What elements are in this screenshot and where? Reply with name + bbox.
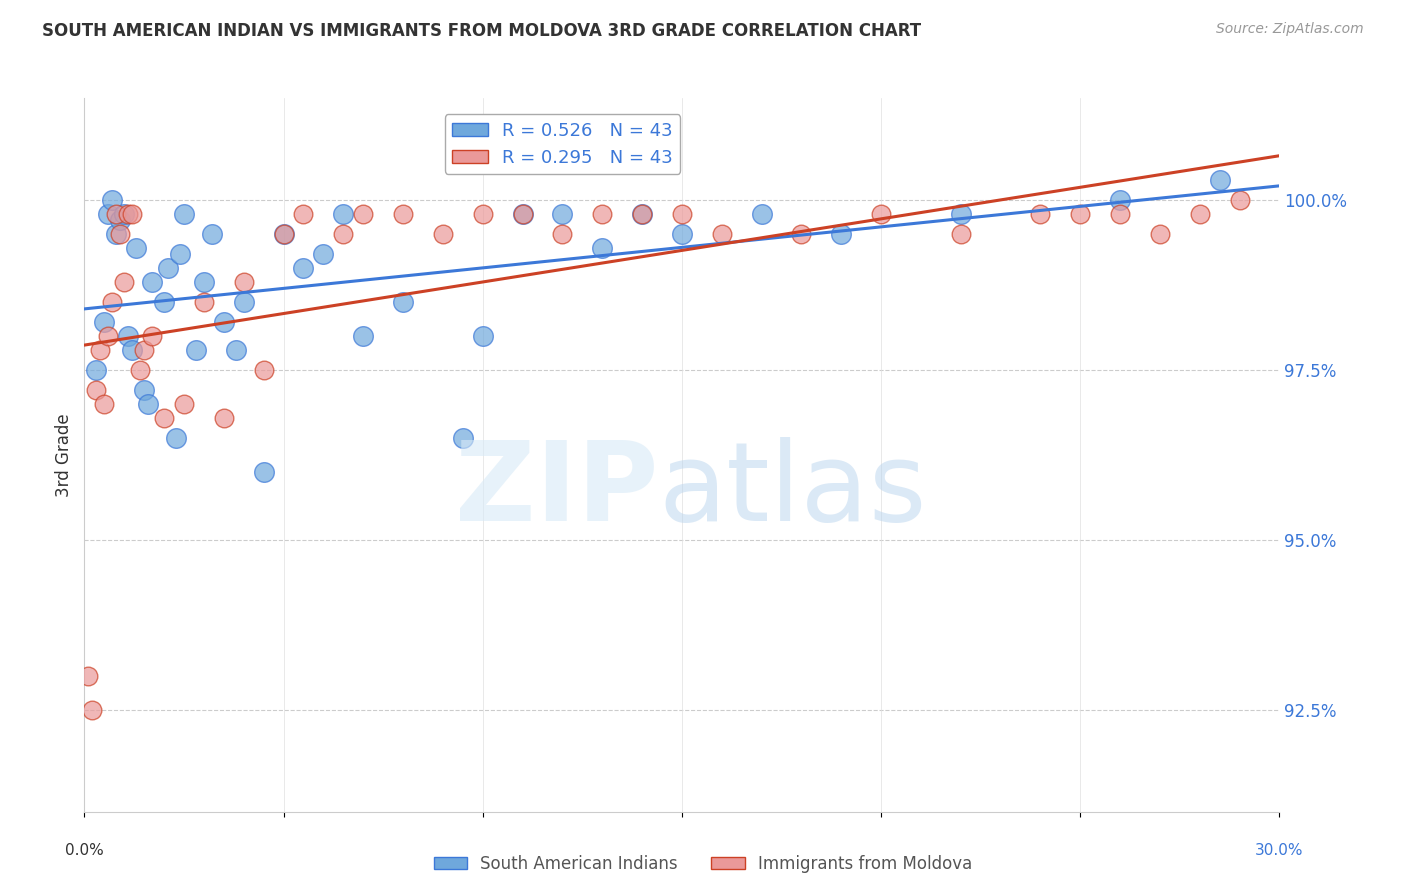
Point: [1149, 227, 1171, 241]
Point: [141, 329, 163, 343]
Point: [97, 329, 120, 343]
Point: [949, 207, 972, 221]
Point: [591, 241, 613, 255]
Point: [93, 315, 115, 329]
Point: [86, 384, 108, 398]
Point: [136, 397, 159, 411]
Point: [451, 431, 474, 445]
Point: [212, 410, 235, 425]
Text: 0.0%: 0.0%: [65, 843, 104, 858]
Point: [232, 275, 254, 289]
Point: [512, 207, 534, 221]
Point: [790, 227, 813, 241]
Point: [432, 227, 454, 241]
Point: [512, 207, 534, 221]
Point: [184, 343, 207, 357]
Point: [392, 207, 415, 221]
Text: 30.0%: 30.0%: [1256, 843, 1303, 858]
Point: [125, 241, 148, 255]
Point: [631, 207, 654, 221]
Point: [352, 329, 374, 343]
Point: [105, 207, 128, 221]
Point: [165, 431, 187, 445]
Point: [110, 213, 132, 227]
Point: [173, 397, 195, 411]
Point: [117, 207, 139, 221]
Point: [110, 227, 132, 241]
Point: [253, 465, 276, 479]
Point: [1069, 207, 1091, 221]
Point: [1229, 193, 1251, 207]
Point: [352, 207, 374, 221]
Point: [1188, 207, 1211, 221]
Point: [153, 410, 176, 425]
Point: [830, 227, 852, 241]
Point: [129, 363, 152, 377]
Point: [1208, 172, 1232, 186]
Point: [105, 227, 128, 241]
Point: [93, 397, 115, 411]
Point: [292, 260, 315, 275]
Point: [1029, 207, 1052, 221]
Point: [173, 207, 195, 221]
Point: [253, 363, 276, 377]
Point: [212, 315, 235, 329]
Legend: R = 0.526   N = 43, R = 0.295   N = 43: R = 0.526 N = 43, R = 0.295 N = 43: [444, 114, 681, 174]
Point: [751, 207, 773, 221]
Point: [392, 295, 415, 310]
Point: [132, 384, 156, 398]
Point: [193, 275, 215, 289]
Point: [77, 669, 100, 683]
Point: [631, 207, 654, 221]
Text: atlas: atlas: [658, 437, 927, 544]
Point: [710, 227, 733, 241]
Point: [551, 207, 574, 221]
Point: [121, 343, 143, 357]
Point: [1109, 193, 1132, 207]
Point: [232, 295, 254, 310]
Point: [273, 227, 295, 241]
Point: [671, 207, 693, 221]
Text: ZIP: ZIP: [454, 437, 658, 544]
Point: [82, 703, 104, 717]
Point: [312, 247, 335, 261]
Point: [551, 227, 574, 241]
Point: [101, 295, 124, 310]
Y-axis label: 3rd Grade: 3rd Grade: [55, 413, 73, 497]
Text: Source: ZipAtlas.com: Source: ZipAtlas.com: [1216, 22, 1364, 37]
Point: [157, 260, 180, 275]
Point: [591, 207, 613, 221]
Point: [117, 329, 139, 343]
Point: [97, 207, 120, 221]
Text: SOUTH AMERICAN INDIAN VS IMMIGRANTS FROM MOLDOVA 3RD GRADE CORRELATION CHART: SOUTH AMERICAN INDIAN VS IMMIGRANTS FROM…: [42, 22, 921, 40]
Point: [273, 227, 295, 241]
Point: [121, 207, 143, 221]
Point: [153, 295, 176, 310]
Point: [201, 227, 224, 241]
Point: [89, 343, 111, 357]
Point: [225, 343, 247, 357]
Point: [112, 207, 135, 221]
Point: [870, 207, 893, 221]
Legend: South American Indians, Immigrants from Moldova: South American Indians, Immigrants from …: [427, 848, 979, 880]
Point: [292, 207, 315, 221]
Point: [193, 295, 215, 310]
Point: [1109, 207, 1132, 221]
Point: [169, 247, 191, 261]
Point: [112, 275, 135, 289]
Point: [332, 207, 354, 221]
Point: [141, 275, 163, 289]
Point: [949, 227, 972, 241]
Point: [471, 329, 494, 343]
Point: [86, 363, 108, 377]
Point: [101, 193, 124, 207]
Point: [132, 343, 156, 357]
Point: [471, 207, 494, 221]
Point: [671, 227, 693, 241]
Point: [332, 227, 354, 241]
